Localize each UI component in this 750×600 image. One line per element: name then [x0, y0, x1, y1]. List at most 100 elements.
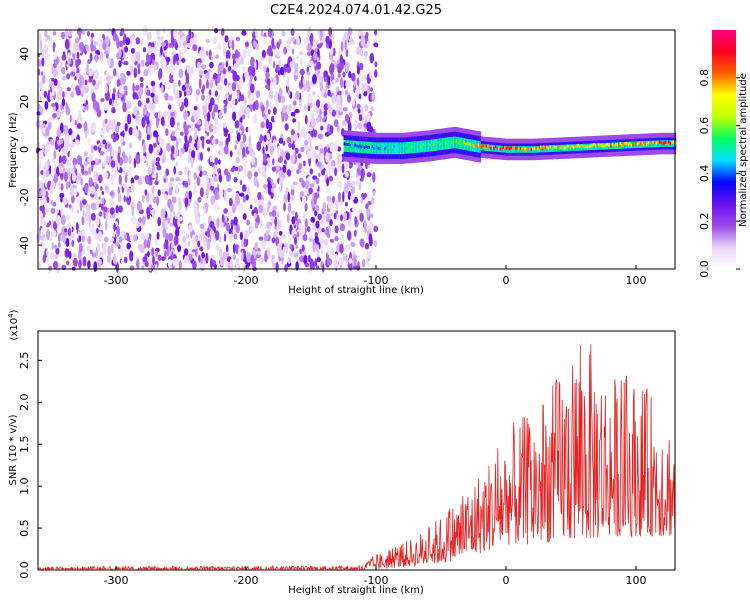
spectrogram-noise-cell [309, 258, 314, 270]
spectrogram-noise-cell [344, 182, 349, 194]
spectrogram-noise-cell [323, 238, 329, 246]
spectrogram-noise-cell [205, 252, 209, 264]
spectrogram-noise-cell [218, 237, 222, 243]
spectrogram-noise-cell [150, 92, 155, 98]
spectrogram-signal-cell [622, 142, 625, 149]
spectrogram-noise-cell [150, 47, 155, 52]
spectrogram-noise-cell [184, 133, 188, 143]
spectrogram-noise-cell [326, 187, 332, 194]
spectrogram-noise-cell [313, 194, 317, 206]
spectrogram-noise-cell [232, 111, 237, 121]
spectrogram-noise-cell [107, 245, 112, 257]
spectrogram-noise-cell [41, 48, 45, 59]
spectrogram-noise-cell [278, 38, 282, 45]
spectrogram-signal-cell [605, 143, 608, 147]
spectrogram-signal-cell [579, 145, 582, 148]
spectrogram-noise-cell [317, 133, 323, 140]
spectrogram-noise-cell [165, 168, 169, 176]
spectrogram-noise-cell [51, 66, 55, 75]
spectrogram-noise-cell [115, 262, 120, 274]
spectrogram-noise-cell [93, 69, 99, 77]
spectrogram-noise-cell [292, 181, 298, 186]
spectrogram-noise-cell [263, 207, 267, 218]
spectrogram-noise-cell [87, 157, 93, 163]
spectrogram-noise-cell [368, 233, 373, 244]
spectrogram-signal-cell [480, 145, 483, 149]
spectrogram-noise-cell [128, 127, 134, 136]
spectrogram-noise-cell [156, 117, 159, 129]
spectrogram-signal-cell [611, 143, 614, 147]
spectrogram-noise-cell [218, 110, 223, 120]
spectrogram-noise-cell [98, 211, 103, 217]
spectrogram-signal-cell [373, 146, 376, 150]
spectrogram-noise-cell [144, 189, 148, 196]
spectrogram-noise-cell [69, 114, 73, 123]
spectrogram-noise-cell [79, 41, 84, 52]
spectrogram-noise-cell [308, 187, 314, 195]
spectrogram-noise-cell [335, 210, 339, 215]
spectrogram-signal-cell [629, 141, 631, 145]
spectrogram-noise-cell [76, 209, 80, 214]
spectrogram-signal-cell [527, 146, 530, 150]
spectrogram-noise-cell [60, 31, 66, 39]
spectrogram-noise-cell [136, 258, 140, 270]
spectrogram-noise-cell [64, 38, 70, 50]
spectrogram-noise-cell [303, 104, 307, 112]
spectrogram-signal-cell [412, 145, 415, 148]
spectrogram-noise-cell [150, 80, 156, 87]
spectrogram-noise-cell [205, 139, 211, 144]
spectrogram-signal-cell [557, 145, 560, 148]
spectrogram-noise-cell [132, 127, 138, 136]
spectrogram-noise-cell [278, 236, 282, 245]
spectrogram-signal-cell [488, 145, 491, 148]
spectrogram-signal-cell [653, 140, 656, 144]
spectrogram-signal-cell [582, 144, 585, 148]
spectrogram-noise-cell [254, 171, 258, 177]
spectrogram-noise-cell [143, 69, 149, 77]
spectrogram-noise-cell [75, 222, 79, 231]
spectrogram-noise-cell [70, 141, 76, 148]
spectrogram-noise-cell [233, 63, 238, 69]
spectrogram-signal-cell [429, 143, 432, 147]
spectrogram-noise-cell [281, 31, 286, 37]
snr-x-tick-label: -200 [234, 574, 259, 587]
spectrogram-noise-cell [61, 109, 65, 115]
spectrogram-noise-cell [193, 172, 197, 180]
spectrogram-noise-cell [115, 241, 120, 247]
spectrogram-noise-cell [77, 109, 82, 120]
spectrogram-signal-cell [568, 144, 571, 152]
spectrogram-noise-cell [46, 196, 50, 203]
spectrogram-signal-cell [348, 140, 351, 153]
spectrogram-noise-cell [177, 122, 180, 127]
spectrogram-noise-cell [49, 138, 55, 146]
spectrogram-noise-cell [304, 180, 310, 190]
spectrogram-signal-cell [614, 143, 617, 147]
spectrogram-noise-cell [129, 250, 134, 262]
spectrogram-noise-cell [290, 154, 296, 165]
spectrogram-noise-cell [151, 208, 155, 219]
spectrogram-noise-cell [37, 260, 42, 270]
spectrogram-noise-cell [341, 36, 346, 42]
spectrogram-noise-cell [89, 52, 93, 62]
spectrogram-noise-cell [220, 28, 225, 36]
spectrogram-noise-cell [345, 171, 349, 178]
spectrogram-noise-cell [240, 56, 244, 65]
spectrogram-signal-cell [547, 147, 550, 151]
spectrogram-signal-cell [357, 145, 360, 149]
spectrogram-signal-cell [569, 146, 572, 150]
spectrogram-noise-cell [263, 134, 267, 142]
spectrogram-noise-cell [329, 219, 333, 227]
spectrogram-noise-cell [262, 146, 265, 155]
spectrogram-noise-cell [82, 256, 87, 267]
spectrogram-noise-cell [341, 163, 345, 174]
spectrogram-signal-cell [544, 146, 547, 149]
spectrogram-signal-cell [516, 146, 519, 150]
spectrogram-signal-cell [647, 140, 650, 148]
spectrogram-noise-cell [214, 157, 219, 166]
spectrogram-signal-cell [455, 139, 458, 143]
spectrogram-noise-cell [229, 128, 234, 134]
spectrogram-noise-cell [206, 241, 211, 251]
spectrogram-noise-cell [272, 205, 278, 211]
spectrogram-noise-cell [289, 244, 293, 249]
spectrogram-noise-cell [46, 248, 49, 256]
